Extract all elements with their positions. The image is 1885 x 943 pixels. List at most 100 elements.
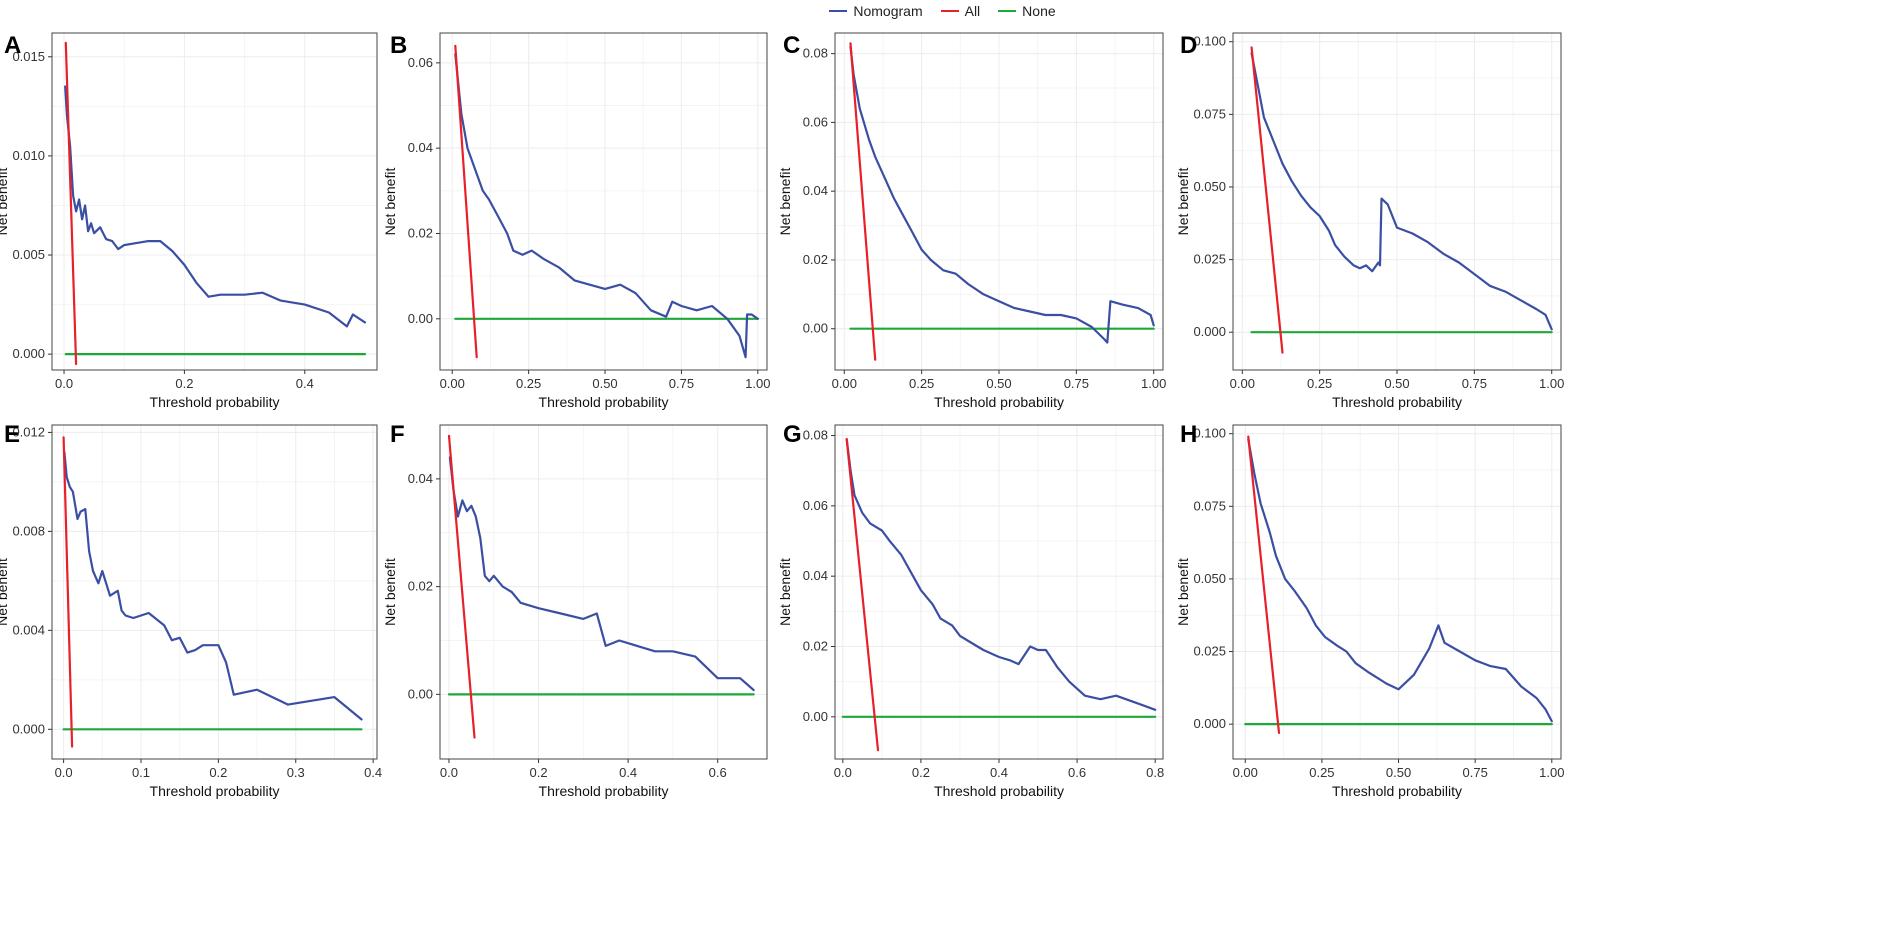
plot-frame-f <box>439 424 768 760</box>
y-tick-label: 0.08 <box>803 46 828 61</box>
y-tick-label: 0.08 <box>803 428 828 443</box>
legend-label-all: All <box>964 3 981 19</box>
x-tick-label: 0.0 <box>440 765 458 780</box>
legend-swatch-nomogram <box>829 10 848 12</box>
x-tick-label: 0.2 <box>175 376 193 391</box>
plot-area-a <box>52 33 377 370</box>
y-axis-title-e: Net benefit <box>0 558 10 626</box>
y-axis-title-d: Net benefit <box>1175 168 1191 236</box>
y-tick-label: 0.025 <box>1193 252 1226 267</box>
series-line-nomogram-g <box>845 438 1157 711</box>
x-tick-label: 0.75 <box>669 376 694 391</box>
x-axis-title-b: Threshold probability <box>539 394 669 410</box>
x-tick-label: 1.00 <box>1141 376 1166 391</box>
panel-letter-h: H <box>1180 421 1197 448</box>
panel-letter-c: C <box>783 32 800 59</box>
y-tick-label: 0.000 <box>12 721 45 736</box>
x-tick-label: 0.6 <box>1068 765 1086 780</box>
panel-a: 0.0 0.2 0.4 0.000 0.005 0.010 0.015 Threshold p… <box>0 32 378 410</box>
y-tick-label: 0.00 <box>803 709 828 724</box>
y-tick-label: 0.000 <box>12 346 45 361</box>
y-tick-label: 0.04 <box>803 183 828 198</box>
y-tick-label: 0.004 <box>12 622 45 637</box>
y-tick-label: 0.005 <box>12 247 45 262</box>
x-axis-title-e: Threshold probability <box>150 783 280 799</box>
y-tick-label: 0.000 <box>1193 324 1226 339</box>
x-axis-title-h: Threshold probability <box>1332 783 1462 799</box>
x-tick-label: 0.50 <box>592 376 617 391</box>
x-tick-label: 1.00 <box>1539 765 1564 780</box>
panel-c: 0.00 0.25 0.50 0.75 1.00 0.00 0.02 0.04 0.06 0.08… <box>777 32 1166 410</box>
y-tick-label: 0.02 <box>408 225 433 240</box>
x-tick-label: 0.25 <box>1309 765 1334 780</box>
x-tick-label: 0.50 <box>986 376 1011 391</box>
y-tick-label: 0.02 <box>408 579 433 594</box>
x-tick-label: 0.0 <box>55 376 73 391</box>
series-line-all-b <box>454 44 478 359</box>
y-tick-label: 0.04 <box>408 140 433 155</box>
y-tick-label: 0.008 <box>12 523 45 538</box>
x-tick-label: 0.00 <box>440 376 465 391</box>
y-axis-title-g: Net benefit <box>777 558 793 626</box>
series-line-all-g <box>845 438 880 752</box>
panel-letter-b: B <box>390 32 407 59</box>
y-tick-label: 0.075 <box>1193 498 1226 513</box>
legend-swatch-all <box>940 10 959 12</box>
series-line-nomogram-b <box>454 53 759 359</box>
x-tick-label: 0.2 <box>530 765 548 780</box>
series-line-all-f <box>447 434 476 739</box>
y-axis-title-h: Net benefit <box>1175 558 1191 626</box>
x-tick-label: 0.2 <box>209 765 227 780</box>
series-line-nomogram-d <box>1250 52 1553 331</box>
y-tick-label: 0.04 <box>408 471 433 486</box>
x-tick-label: 0.75 <box>1064 376 1089 391</box>
x-axis-title-c: Threshold probability <box>934 394 1064 410</box>
plot-frame-h <box>1232 424 1562 760</box>
x-tick-label: 0.1 <box>132 765 150 780</box>
x-tick-label: 0.00 <box>832 376 857 391</box>
y-tick-label: 0.050 <box>1193 179 1226 194</box>
series-line-all-c <box>849 42 877 361</box>
panel-e: 0.0 0.1 0.2 0.3 0.4 0.000 0.004 0.008 0.012 Thres… <box>0 421 382 799</box>
x-axis-title-g: Threshold probability <box>934 783 1064 799</box>
x-tick-label: 0.75 <box>1463 765 1488 780</box>
x-tick-label: 0.4 <box>364 765 382 780</box>
y-axis-title-f: Net benefit <box>382 558 398 626</box>
series-line-all-e <box>62 436 74 748</box>
y-tick-label: 0.100 <box>1193 34 1226 49</box>
plot-area-b <box>440 33 767 370</box>
plot-area-h <box>1233 425 1561 759</box>
legend-item-nomogram: Nomogram <box>829 3 923 19</box>
x-axis-title-f: Threshold probability <box>539 783 669 799</box>
x-tick-label: 0.0 <box>55 765 73 780</box>
legend-swatch-none <box>998 10 1017 12</box>
x-tick-label: 0.4 <box>296 376 314 391</box>
plot-frame-b <box>439 32 768 371</box>
y-tick-label: 0.06 <box>803 498 828 513</box>
y-axis-title-a: Net benefit <box>0 168 10 236</box>
x-tick-label: 0.4 <box>619 765 637 780</box>
series-line-nomogram-c <box>849 45 1155 344</box>
panel-letter-f: F <box>390 421 405 448</box>
x-tick-label: 0.50 <box>1386 765 1411 780</box>
plot-frame-d <box>1232 32 1562 371</box>
y-tick-label: 0.00 <box>408 686 433 701</box>
x-tick-label: 0.6 <box>709 765 727 780</box>
y-axis-title-b: Net benefit <box>382 168 398 236</box>
y-tick-label: 0.00 <box>408 311 433 326</box>
panel-f: 0.0 0.2 0.4 0.6 0.00 0.02 0.04 Threshold probab… <box>382 421 768 799</box>
x-tick-label: 0.25 <box>1307 376 1332 391</box>
x-tick-label: 0.50 <box>1384 376 1409 391</box>
y-tick-label: 0.075 <box>1193 106 1226 121</box>
series-line-all-d <box>1250 46 1284 354</box>
y-tick-label: 0.02 <box>803 252 828 267</box>
legend: Nomogram All None <box>0 0 1885 22</box>
plot-frame-a <box>51 32 378 371</box>
y-tick-label: 0.050 <box>1193 571 1226 586</box>
series-line-nomogram-e <box>63 451 363 721</box>
plot-frame-g <box>834 424 1164 760</box>
x-tick-label: 0.2 <box>912 765 930 780</box>
series-line-nomogram-h <box>1247 438 1553 723</box>
y-tick-label: 0.100 <box>1193 426 1226 441</box>
